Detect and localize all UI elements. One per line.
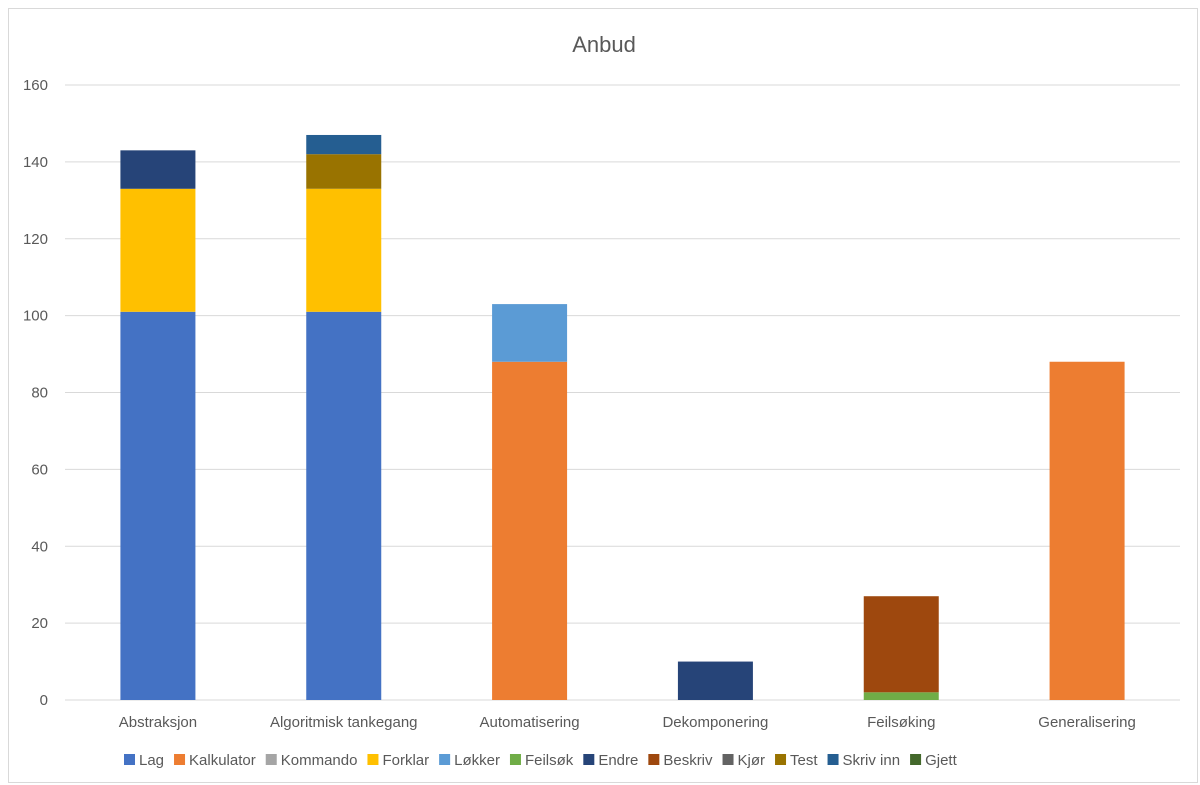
- bar-segment: [677, 661, 753, 700]
- y-tick-label: 120: [23, 231, 48, 248]
- legend-item: Feilsøk: [509, 752, 574, 769]
- bar-segment: [306, 154, 382, 189]
- legend-label: Test: [790, 752, 818, 769]
- bar-segment: [120, 150, 196, 189]
- x-tick-label: Dekomponering: [662, 714, 768, 731]
- legend-label: Forklar: [382, 752, 429, 769]
- legend-swatch: [775, 754, 787, 765]
- bar-segment: [306, 311, 382, 700]
- bar-segment: [492, 361, 568, 700]
- x-tick-label: Generalisering: [1038, 714, 1136, 731]
- legend-swatch: [827, 754, 839, 765]
- x-tick-label: Feilsøking: [867, 714, 935, 731]
- legend-item: Kommando: [265, 752, 358, 769]
- legend-label: Kalkulator: [189, 752, 256, 769]
- x-axis: Abstraksjon Algoritmisk tankegang Automati…: [119, 714, 1136, 731]
- gridlines: [65, 84, 1180, 701]
- bar-segment: [492, 304, 568, 362]
- bar-segment: [863, 596, 939, 693]
- chart-frame: [8, 8, 1198, 783]
- legend-item: Forklar: [367, 752, 429, 769]
- bar-segment: [120, 311, 196, 700]
- legend-item: Lag: [124, 752, 164, 769]
- y-axis: 0 20 40 60 80 100 120 140 160: [23, 77, 48, 709]
- legend-item: Beskriv: [648, 752, 713, 769]
- bar-segment: [863, 692, 939, 700]
- legend-label: Endre: [598, 752, 638, 769]
- x-tick-label: Algoritmisk tankegang: [270, 714, 418, 731]
- legend-swatch: [583, 754, 595, 765]
- legend-item: Kalkulator: [174, 752, 256, 769]
- legend-swatch: [648, 754, 660, 765]
- chart-title: Anbud: [572, 32, 636, 57]
- y-tick-label: 60: [31, 461, 48, 478]
- bar-segment: [306, 134, 382, 155]
- legend-label: Kjør: [738, 752, 766, 769]
- x-tick-label: Abstraksjon: [119, 714, 197, 731]
- y-tick-label: 20: [31, 615, 48, 632]
- bars: [120, 134, 1125, 700]
- legend: Lag Kalkulator Kommando Forklar Løkker Feilsø…: [124, 752, 958, 769]
- legend-swatch: [124, 754, 135, 765]
- legend-label: Kommando: [281, 752, 358, 769]
- y-tick-label: 140: [23, 154, 48, 171]
- y-tick-label: 100: [23, 308, 48, 325]
- x-tick-label: Automatisering: [480, 714, 580, 731]
- legend-label: Feilsøk: [525, 752, 574, 769]
- legend-label: Løkker: [454, 752, 500, 769]
- y-tick-label: 40: [31, 538, 48, 555]
- legend-label: Skriv inn: [843, 752, 901, 769]
- legend-swatch: [367, 754, 379, 765]
- legend-swatch: [439, 754, 451, 765]
- bar-segment: [306, 188, 382, 312]
- bar-segment: [1049, 361, 1125, 700]
- legend-swatch: [509, 754, 521, 765]
- legend-swatch: [174, 754, 186, 765]
- y-tick-label: 80: [31, 385, 48, 402]
- legend-item: Endre: [583, 752, 638, 769]
- legend-item: Gjett: [910, 752, 958, 769]
- legend-item: Skriv inn: [827, 752, 901, 769]
- legend-item: Test: [775, 752, 818, 769]
- legend-swatch: [910, 754, 922, 765]
- y-tick-label: 160: [23, 77, 48, 94]
- legend-label: Beskriv: [663, 752, 713, 769]
- y-tick-label: 0: [40, 692, 48, 709]
- legend-item: Kjør: [722, 752, 766, 769]
- legend-swatch: [265, 754, 277, 765]
- legend-label: Lag: [139, 752, 164, 769]
- legend-swatch: [722, 754, 734, 765]
- legend-label: Gjett: [925, 752, 958, 769]
- bar-segment: [120, 188, 196, 312]
- legend-item: Løkker: [439, 752, 500, 769]
